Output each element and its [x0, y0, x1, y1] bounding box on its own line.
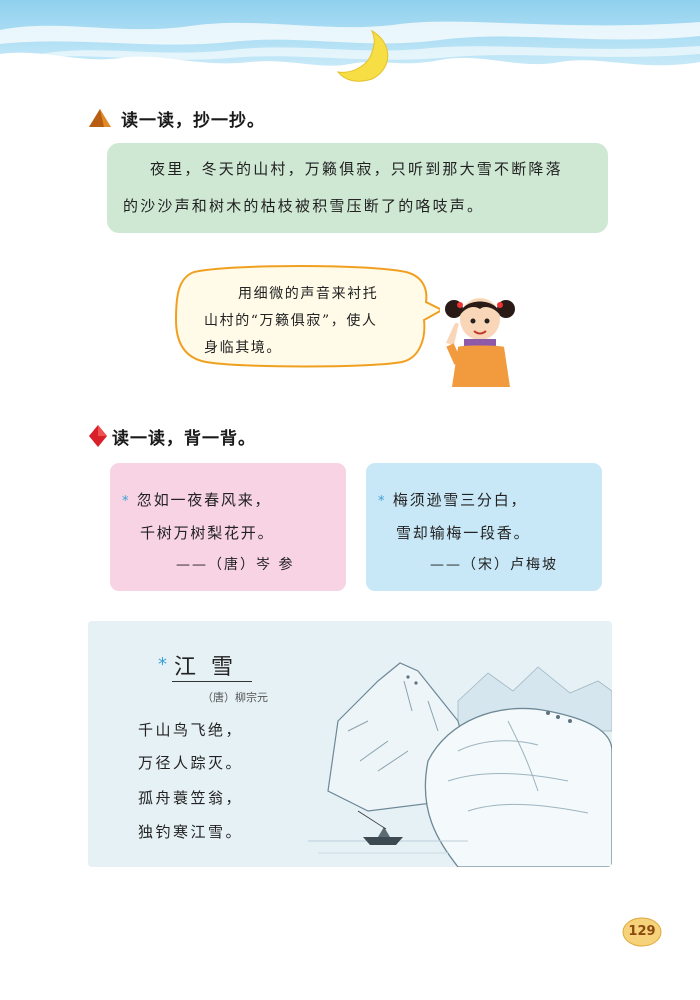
bubble-line-3: 身临其境。 [204, 340, 282, 356]
jiang-xue-panel: * 江 雪 （唐）柳宗元 千山鸟飞绝， 万径人踪灭。 孤舟蓑笠翁， 独钓寒江雪。 [88, 621, 612, 867]
poem-line-2: 雪却输梅一段香。 [396, 524, 531, 542]
poem-text: 忽如一夜春风来， [136, 491, 272, 509]
diamond-bullet-icon [89, 425, 107, 447]
page-badge-shape [622, 917, 662, 947]
section-title: 读一读，背一背。 [112, 429, 256, 449]
poem-line-3: 孤舟蓑笠翁， [138, 789, 244, 807]
poem-line-4: 独钓寒江雪。 [138, 823, 244, 841]
bubble-line-1: 用细微的声音来衬托 [238, 286, 379, 302]
passage-line-1: 夜里，冬天的山村，万籁俱寂，只听到那大雪不断降落 [150, 160, 563, 178]
poem-line-2: 千树万树梨花开。 [140, 524, 275, 542]
speech-bubble [174, 265, 440, 368]
poem-line-1: 千山鸟飞绝， [138, 721, 244, 739]
section-heading-read-recite: 读一读，背一背。 [88, 424, 388, 449]
title-underline [172, 681, 252, 682]
poem-card-left: * 忽如一夜春风来， 千树万树梨花开。 ——（唐）岑 参 [110, 463, 346, 591]
passage-box: 夜里，冬天的山村，万籁俱寂，只听到那大雪不断降落 的沙沙声和树木的枯枝被积雪压断… [107, 143, 608, 233]
poem-line-2: 万径人踪灭。 [138, 754, 244, 772]
passage-line-2: 的沙沙声和树木的枯枝被积雪压断了的咯吱声。 [123, 197, 485, 215]
poem-card-right: * 梅须逊雪三分白， 雪却输梅一段香。 ——（宋）卢梅坡 [366, 463, 602, 591]
girl-illustration [445, 298, 515, 387]
poem-author: ——（唐）岑 参 [176, 557, 295, 573]
page-number: 129 [628, 924, 656, 939]
poem-author: （唐）柳宗元 [202, 691, 268, 704]
star-icon: * [158, 654, 167, 675]
page-number-badge: 129 [622, 917, 662, 947]
section-title: 读一读，抄一抄。 [121, 111, 265, 131]
star-icon: * [122, 494, 131, 509]
section-heading-read-copy: 读一读，抄一抄。 [88, 106, 388, 131]
poem-text: 梅须逊雪三分白， [392, 491, 528, 509]
poem-author: ——（宋）卢梅坡 [430, 557, 558, 573]
poem-line-1: * 梅须逊雪三分白， [378, 489, 527, 510]
poem-title: 江 雪 [174, 655, 237, 680]
snow-mountain-painting [308, 662, 612, 867]
star-icon: * [378, 494, 387, 509]
poem-line-1: * 忽如一夜春风来， [122, 489, 271, 510]
header-sky-band [0, 0, 700, 82]
bubble-line-2: 山村的“万籁俱寂”，使人 [204, 313, 378, 329]
crescent-moon-icon [336, 29, 389, 82]
triangle-bullet-icon [89, 109, 111, 127]
